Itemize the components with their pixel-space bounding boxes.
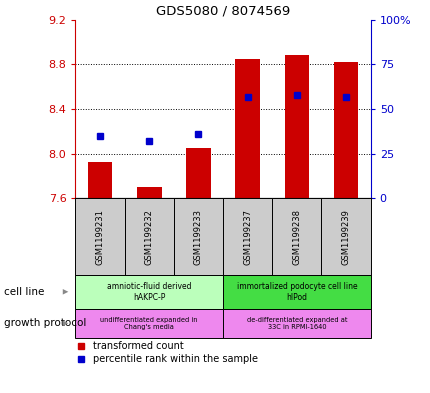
Bar xyxy=(186,148,210,198)
Text: GSM1199238: GSM1199238 xyxy=(292,209,301,265)
Text: growth protocol: growth protocol xyxy=(4,318,86,328)
Text: GSM1199237: GSM1199237 xyxy=(243,209,252,265)
Text: de-differentiated expanded at
33C in RPMI-1640: de-differentiated expanded at 33C in RPM… xyxy=(246,317,346,330)
Bar xyxy=(88,162,112,198)
Text: GSM1199232: GSM1199232 xyxy=(144,209,154,265)
Bar xyxy=(223,309,370,338)
Text: GSM1199231: GSM1199231 xyxy=(95,209,104,265)
Bar xyxy=(137,187,161,198)
Bar xyxy=(124,198,173,275)
Title: GDS5080 / 8074569: GDS5080 / 8074569 xyxy=(156,4,289,17)
Text: percentile rank within the sample: percentile rank within the sample xyxy=(93,354,258,364)
Bar xyxy=(75,198,124,275)
Text: undifferentiated expanded in
Chang's media: undifferentiated expanded in Chang's med… xyxy=(100,317,197,330)
Text: immortalized podocyte cell line
hIPod: immortalized podocyte cell line hIPod xyxy=(236,282,356,301)
Text: amniotic-fluid derived
hAKPC-P: amniotic-fluid derived hAKPC-P xyxy=(107,282,191,301)
Text: cell line: cell line xyxy=(4,287,45,297)
Bar xyxy=(75,275,223,309)
Text: transformed count: transformed count xyxy=(93,341,184,351)
Bar xyxy=(284,55,308,198)
Text: GSM1199233: GSM1199233 xyxy=(194,209,203,265)
Bar xyxy=(333,62,357,198)
Text: GSM1199239: GSM1199239 xyxy=(341,209,350,265)
Bar xyxy=(173,198,223,275)
Bar xyxy=(223,198,272,275)
Bar xyxy=(272,198,321,275)
Bar xyxy=(235,59,259,198)
Bar xyxy=(223,275,370,309)
Bar xyxy=(321,198,370,275)
Bar xyxy=(75,309,223,338)
